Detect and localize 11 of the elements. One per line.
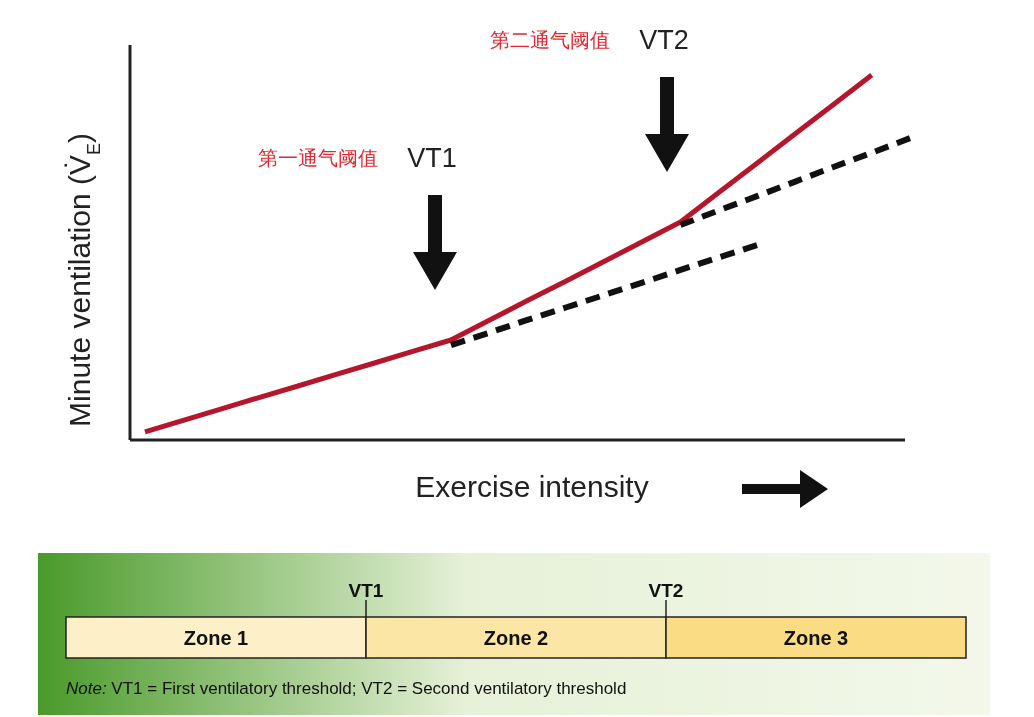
category-label: Zone 3 [783,627,849,649]
category-label: Zone 1 [183,627,249,649]
annotation: 第一通气阈值 [258,147,378,169]
text: VT2 [639,25,689,55]
text: 第二通气阈值 [490,29,610,51]
text: Note: VT1 = First ventilatory threshold; VT2 = Second ventilatory threshold [66,679,627,698]
category-label: Zone 2 [483,627,549,649]
annotation: VT1 [407,143,457,173]
x-axis-title: Exercise intensity [415,470,649,503]
text: VT1 [348,580,384,601]
text: VT2 [648,580,684,601]
